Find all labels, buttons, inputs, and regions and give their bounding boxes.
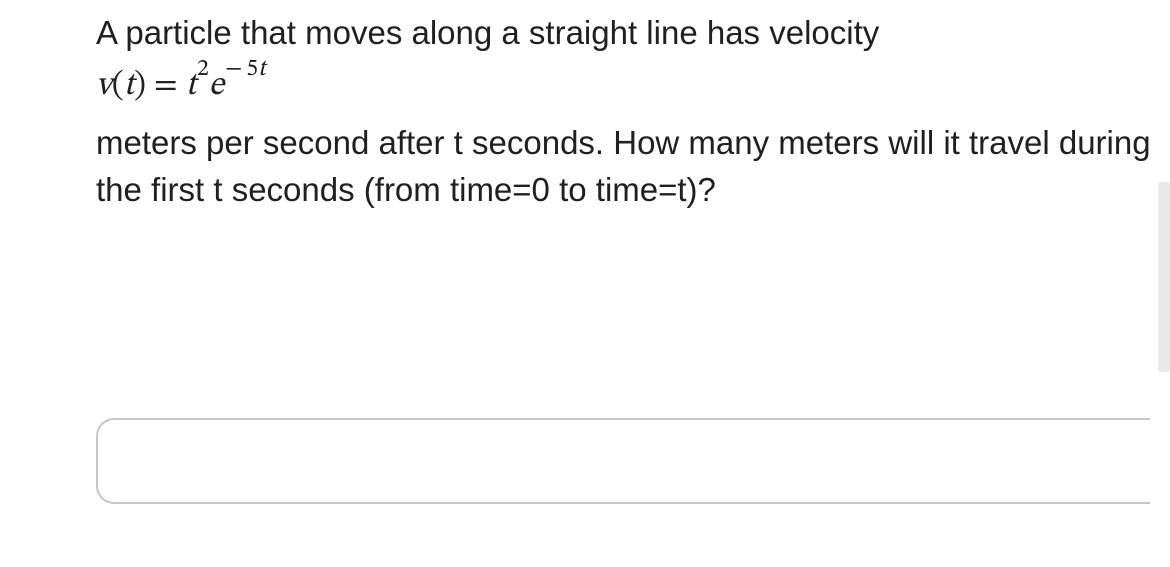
formula-exp-sign: − [225,57,246,81]
scrollbar-track[interactable] [1158,182,1170,372]
formula-base-var: t [186,69,196,102]
question-text-line1: A particle that moves along a straight l… [96,10,1152,57]
formula-exp: −5t [225,57,265,81]
formula-exp-var: t [258,57,265,81]
formula-exp-coef: 5 [246,57,258,81]
formula-equals: = [146,69,186,102]
question-block: A particle that moves along a straight l… [96,10,1152,213]
formula-base-exp: 2 [197,57,209,81]
page: A particle that moves along a straight l… [0,0,1170,567]
formula-lhs-var: v [96,69,112,102]
question-text-line2: meters per second after t seconds. How m… [96,120,1152,214]
formula-lhs-open: ( [112,69,124,102]
formula-e: e [209,69,224,102]
answer-input[interactable] [96,418,1150,504]
formula-lhs-arg: t [124,69,134,102]
velocity-formula: v(t)=t2e−5t [96,63,1152,110]
formula-lhs-close: ) [134,69,146,102]
